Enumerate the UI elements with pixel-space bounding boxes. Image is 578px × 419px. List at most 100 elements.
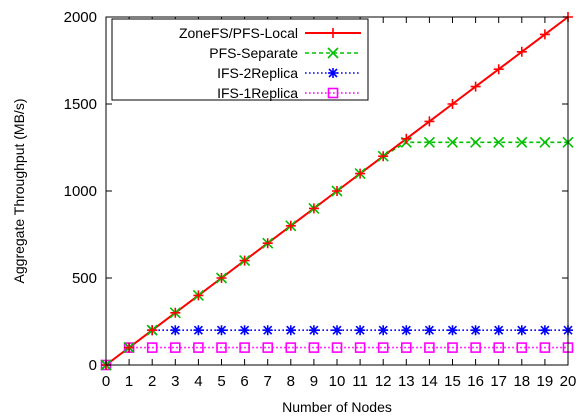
data-point (539, 342, 551, 353)
y-tick-label: 500 (72, 270, 97, 287)
y-tick-labels: 0 500 1000 1500 2000 (64, 9, 97, 374)
data-point (424, 325, 435, 336)
data-point (378, 325, 389, 336)
data-point (354, 342, 366, 353)
series-line (105, 329, 568, 366)
data-point (423, 136, 435, 148)
x-tick-label: 5 (217, 373, 225, 390)
data-point (308, 325, 319, 336)
y-tick-label: 0 (89, 357, 97, 374)
data-point (328, 28, 338, 38)
data-point (424, 116, 435, 127)
data-point (539, 136, 551, 148)
legend-label: IFS-2Replica (217, 65, 298, 81)
data-point (308, 203, 319, 214)
x-tick-label: 0 (102, 373, 110, 390)
data-point (493, 136, 505, 148)
data-point (493, 64, 504, 75)
data-point (285, 325, 296, 336)
data-point (193, 342, 204, 353)
x-tick-label: 20 (560, 373, 577, 390)
y-axis-title: Aggregate Throughput (MB/s) (11, 99, 27, 284)
data-point (285, 342, 297, 353)
series-line (105, 346, 568, 366)
series-markers (100, 12, 574, 371)
legend-label: IFS-1Replica (217, 85, 298, 101)
x-tick-label: 13 (398, 373, 415, 390)
data-point (327, 87, 339, 99)
data-point (493, 342, 505, 353)
data-point (378, 151, 389, 162)
x-tick-labels: 0 1 2 3 4 5 6 7 8 9 10 11 12 13 14 15 16 17 18 19 20 (102, 373, 577, 390)
data-point (216, 325, 227, 336)
x-tick-label: 1 (125, 373, 133, 390)
data-point (328, 68, 338, 78)
data-point (262, 325, 273, 336)
data-point (470, 136, 482, 148)
data-point (308, 342, 320, 353)
data-point (447, 342, 458, 353)
legend-label: ZoneFS/PFS-Local (179, 25, 298, 41)
data-point (470, 325, 481, 336)
data-point (239, 255, 250, 266)
x-tick-label: 14 (421, 373, 438, 390)
data-point (516, 46, 527, 57)
x-tick-label: 4 (194, 373, 202, 390)
x-tick-label: 19 (537, 373, 554, 390)
x-tick-label: 2 (148, 373, 156, 390)
legend: ZoneFS/PFS-Local PFS-Separate IFS-2Replica… (111, 18, 369, 101)
data-point (470, 342, 481, 353)
data-point (377, 342, 389, 353)
data-point (146, 342, 158, 353)
data-point (493, 325, 504, 336)
x-tick-label: 11 (352, 373, 368, 390)
x-tick-label: 18 (513, 373, 530, 390)
data-point (239, 325, 250, 336)
data-point (327, 47, 339, 59)
data-point (516, 342, 528, 353)
data-point (262, 238, 273, 249)
data-point (147, 325, 158, 336)
data-point (446, 136, 459, 148)
data-point (516, 136, 528, 148)
x-axis-title: Number of Nodes (282, 399, 392, 415)
data-point (470, 81, 481, 92)
y-tick-label: 1000 (64, 183, 97, 200)
x-tick-label: 6 (240, 373, 248, 390)
data-point (539, 29, 550, 40)
data-point (216, 273, 227, 283)
data-point (447, 325, 458, 336)
data-point (401, 325, 412, 336)
data-point (193, 325, 204, 336)
data-point (170, 325, 181, 336)
data-point (170, 307, 181, 318)
data-point (424, 342, 435, 353)
data-point (355, 168, 366, 179)
x-tick-label: 16 (467, 373, 484, 390)
data-point (401, 133, 412, 144)
data-point (516, 325, 527, 336)
legend-label: PFS-Separate (209, 45, 298, 61)
y-tick-label: 1500 (64, 96, 97, 113)
data-point (216, 342, 227, 353)
data-point (193, 290, 204, 301)
data-point (124, 342, 135, 353)
x-tick-label: 7 (264, 373, 272, 390)
x-tick-label: 17 (490, 373, 507, 390)
data-point (332, 325, 342, 336)
x-tick-label: 3 (171, 373, 179, 390)
data-point (447, 99, 458, 109)
data-point (332, 186, 342, 196)
y-tick-label: 2000 (64, 9, 97, 26)
x-tick-label: 9 (310, 373, 318, 390)
data-point (355, 325, 366, 336)
x-tick-label: 12 (375, 373, 392, 390)
data-point (331, 342, 343, 353)
data-point (285, 220, 296, 231)
x-tick-label: 8 (287, 373, 295, 390)
data-point (170, 342, 181, 353)
data-point (539, 325, 550, 336)
x-tick-label: 15 (444, 373, 461, 390)
